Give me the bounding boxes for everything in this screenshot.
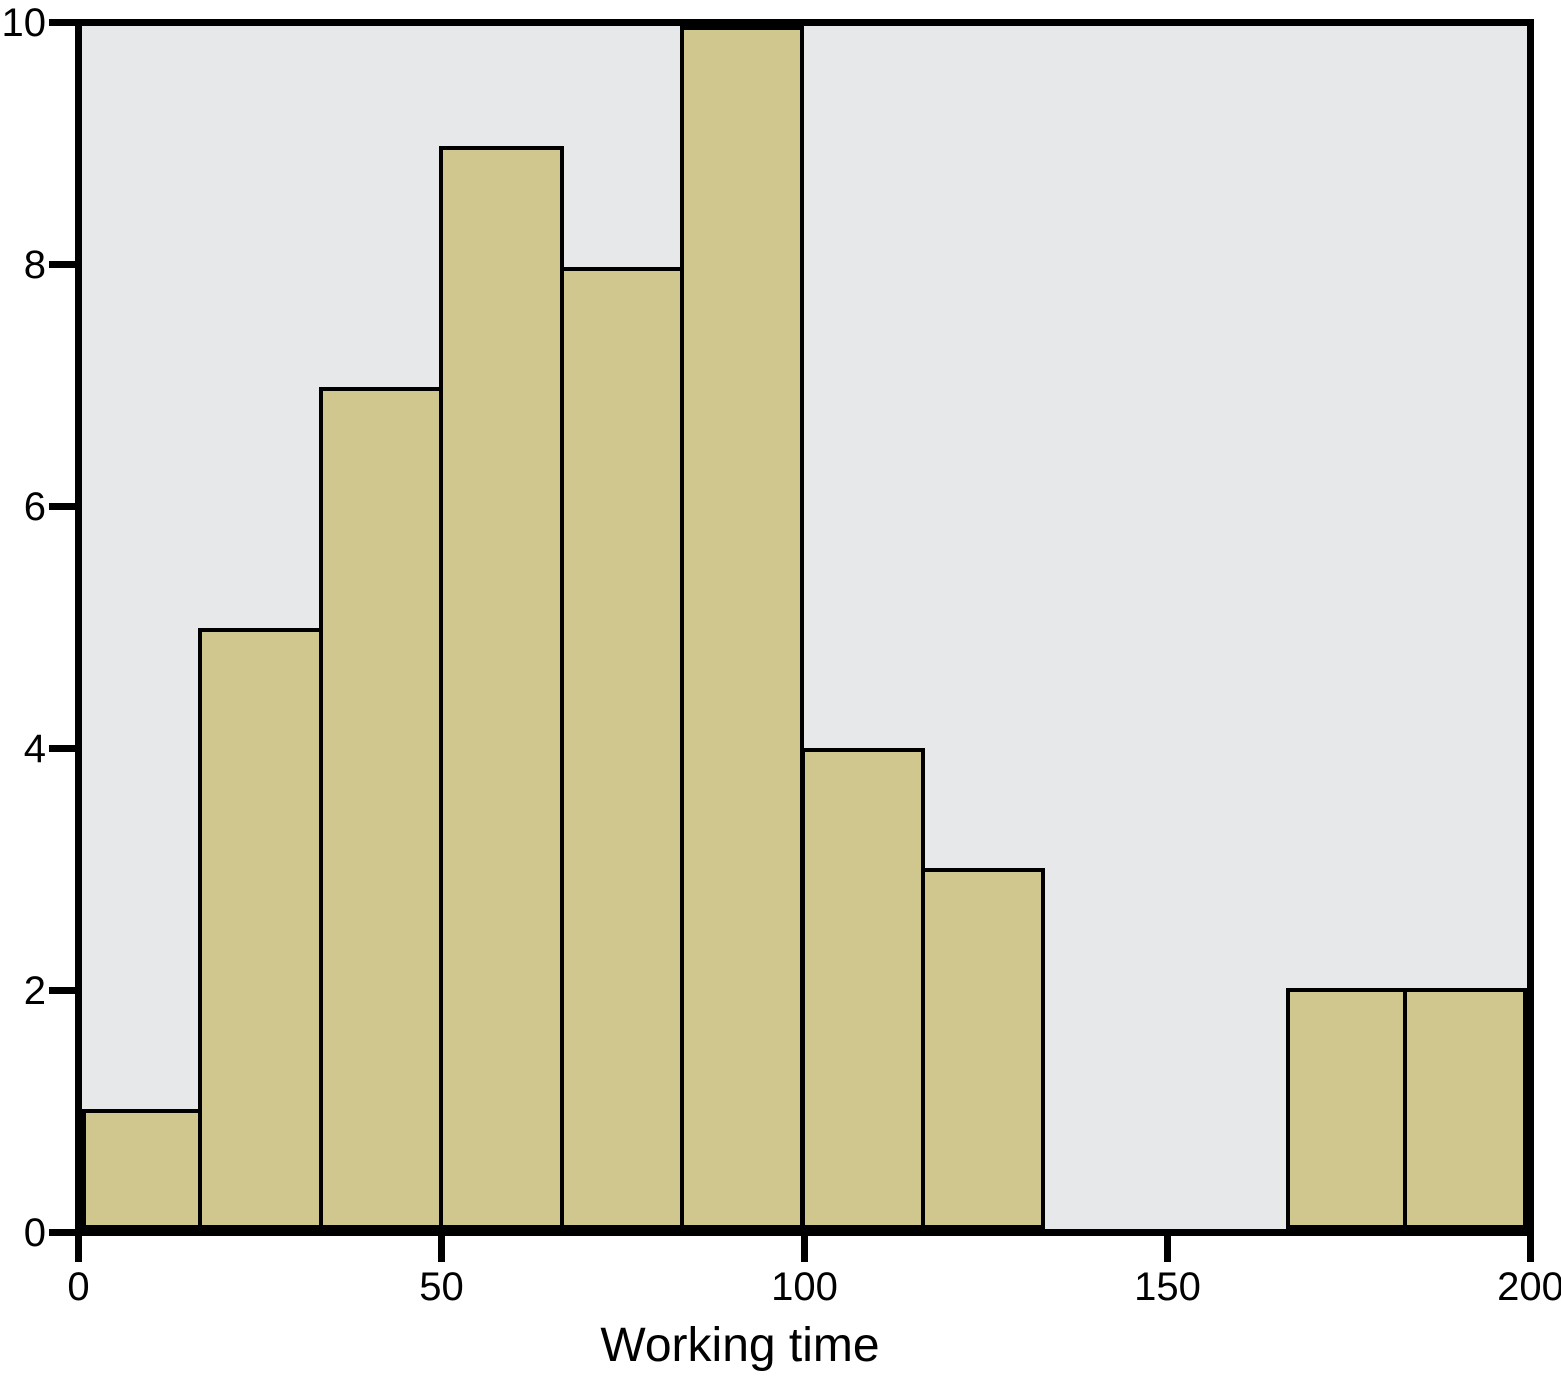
- y-tick-label: 6: [23, 484, 46, 529]
- x-tick-label: 150: [1134, 1265, 1201, 1309]
- x-tick-mark: [1164, 1236, 1171, 1262]
- y-tick-mark: [49, 1229, 75, 1236]
- x-tick-mark: [801, 1236, 808, 1262]
- x-tick-mark: [1527, 1236, 1534, 1262]
- x-axis-title: Working time: [600, 1319, 880, 1372]
- histogram-bar: [1286, 988, 1407, 1229]
- histogram-bar: [800, 747, 925, 1229]
- x-tick-label: 50: [419, 1265, 464, 1309]
- histogram-bar: [318, 386, 444, 1229]
- y-tick-mark: [49, 745, 75, 752]
- x-tick-label: 100: [771, 1265, 838, 1309]
- histogram-bar: [439, 146, 564, 1229]
- histogram-bar: [559, 266, 685, 1229]
- histogram-bar: [680, 26, 805, 1229]
- y-tick-label: 10: [1, 0, 47, 45]
- y-tick-mark: [49, 987, 75, 994]
- y-tick-label: 0: [23, 1210, 46, 1255]
- x-tick-label: 0: [67, 1265, 90, 1309]
- histogram-bar: [82, 1108, 203, 1229]
- x-tick-mark: [75, 1236, 82, 1262]
- y-tick-mark: [49, 261, 75, 268]
- y-tick-mark: [49, 19, 75, 26]
- y-tick-label: 2: [23, 968, 46, 1013]
- y-tick-label: 4: [23, 726, 46, 771]
- x-tick-mark: [438, 1236, 445, 1262]
- histogram-bar: [920, 868, 1046, 1229]
- histogram-bar: [1402, 988, 1527, 1229]
- x-tick-label: 200: [1497, 1265, 1561, 1309]
- y-tick-mark: [49, 503, 75, 510]
- y-tick-label: 8: [23, 242, 46, 287]
- histogram-bar: [198, 627, 323, 1229]
